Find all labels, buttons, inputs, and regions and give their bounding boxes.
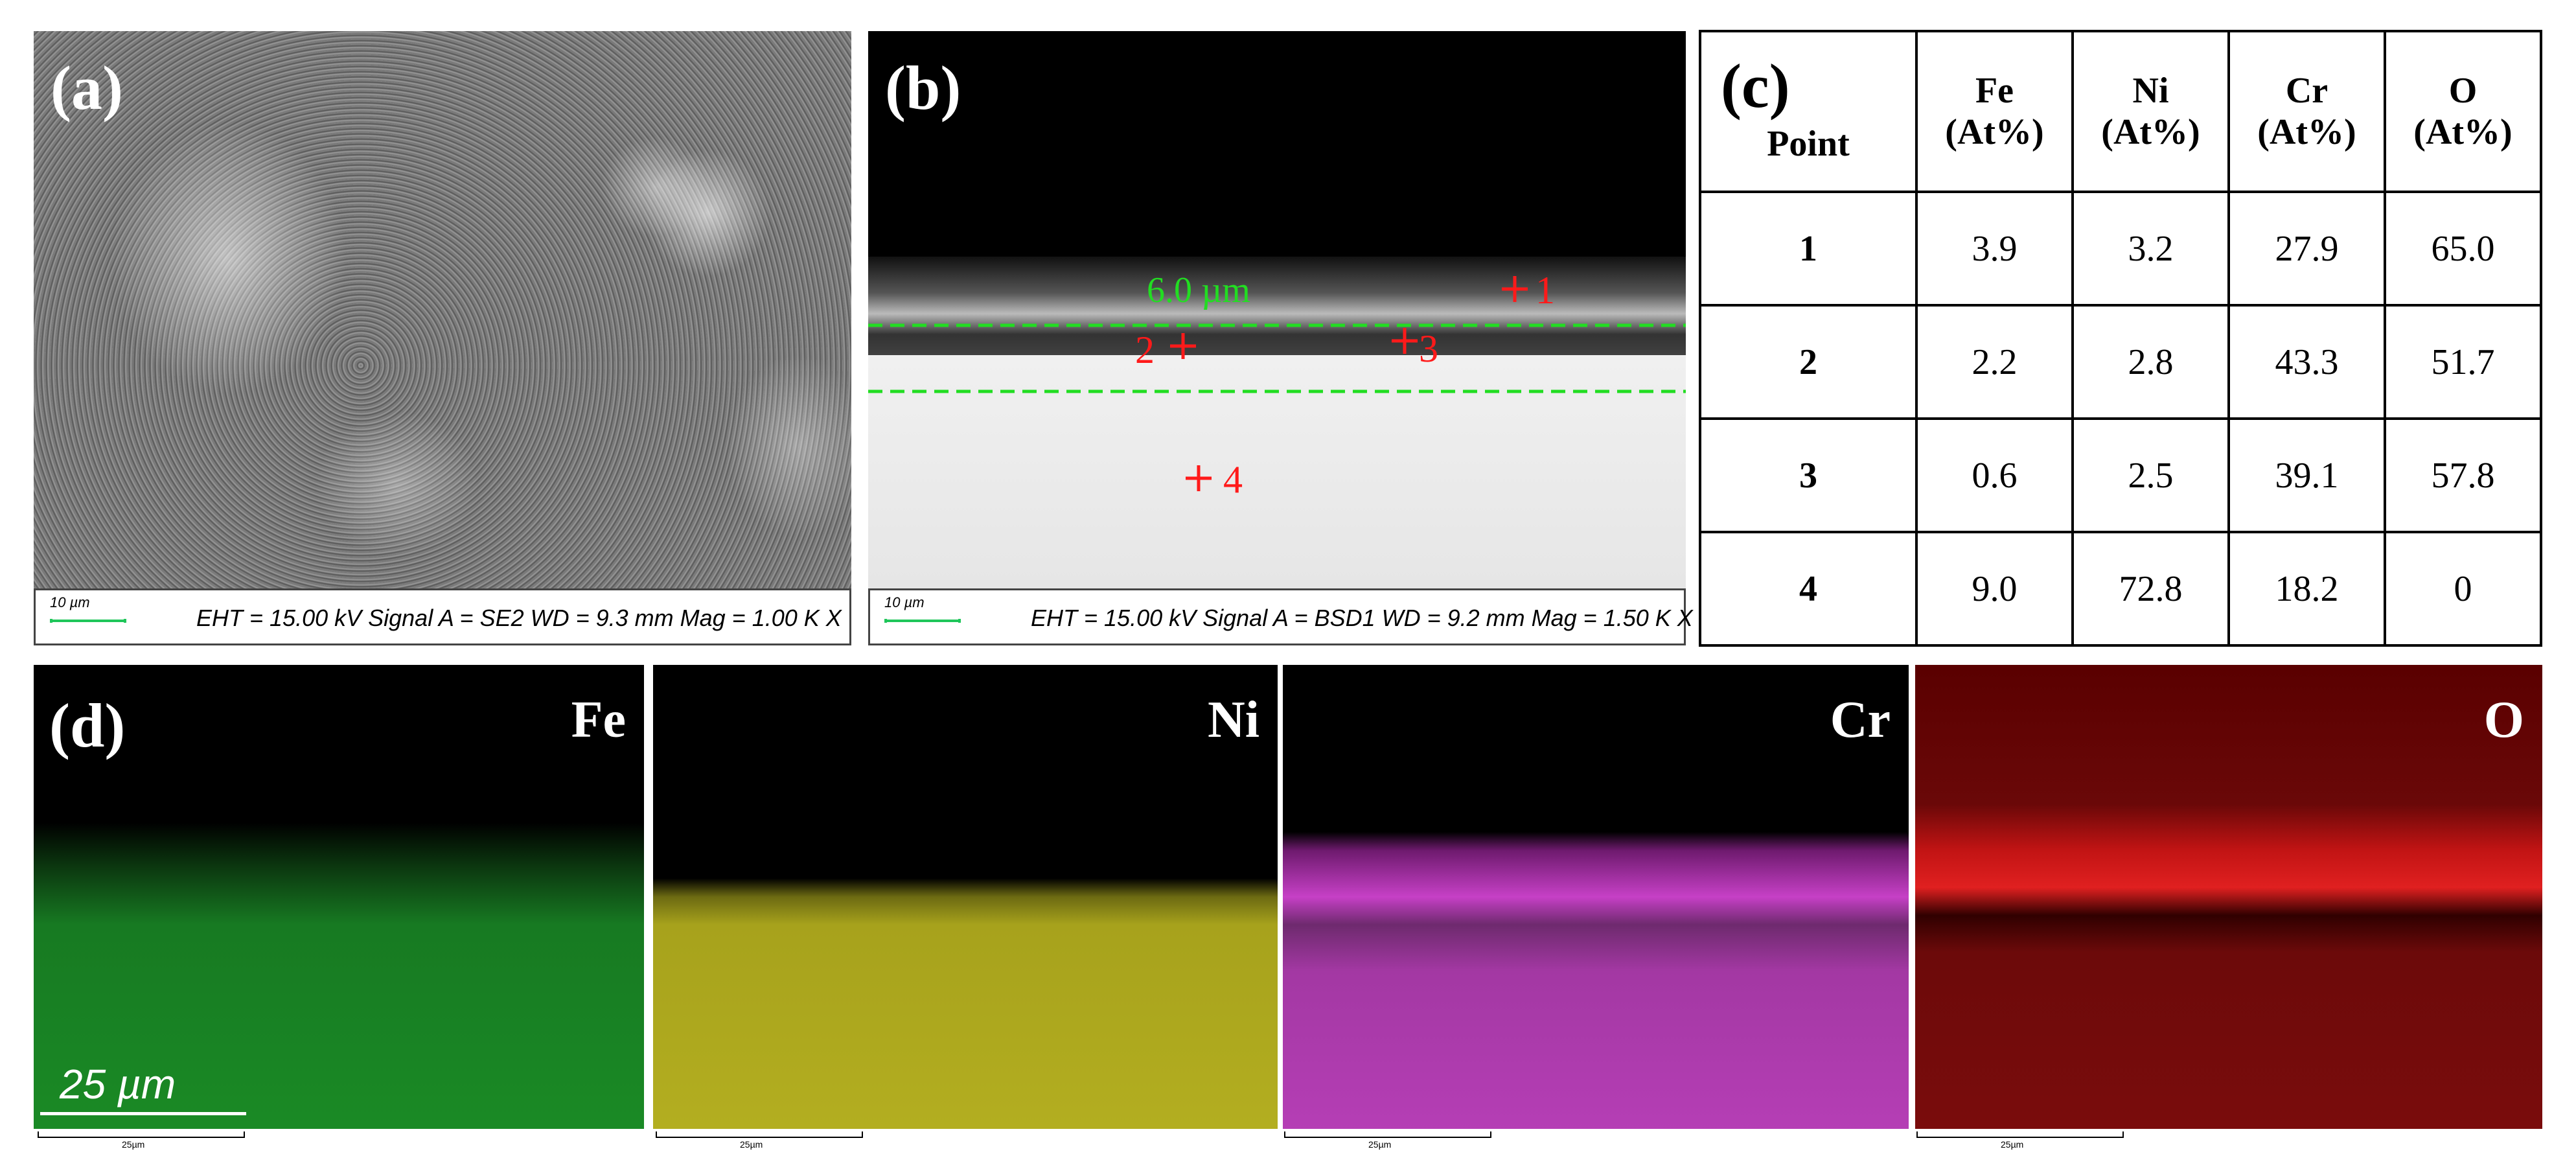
row-point: 2 bbox=[1699, 304, 1918, 420]
map-element-label: O bbox=[2483, 691, 2524, 748]
row-point: 4 bbox=[1699, 531, 1918, 647]
cell-value: 2.8 bbox=[2071, 304, 2230, 420]
point-label-2: 2 bbox=[1135, 329, 1155, 371]
composition-table: (c) Point Fe (At%) Ni (At%) Cr (At%) O (At%)… bbox=[1699, 30, 2542, 647]
cell-value: 27.9 bbox=[2227, 191, 2386, 307]
cell-value: 2.2 bbox=[1915, 304, 2074, 420]
point-label-3: 3 bbox=[1419, 327, 1438, 370]
eds-map-ni: Ni bbox=[653, 665, 1278, 1129]
table-row: 3 0.6 2.5 39.1 57.8 bbox=[1699, 417, 2542, 533]
table-row: 4 9.0 72.8 18.2 0 bbox=[1699, 531, 2542, 647]
header-fe: Fe (At%) bbox=[1915, 30, 2074, 193]
cell-value: 57.8 bbox=[2384, 417, 2542, 533]
cell-value: 3.9 bbox=[1915, 191, 2074, 307]
table-row: 1 3.9 3.2 27.9 65.0 bbox=[1699, 191, 2542, 307]
point-header-cell: (c) Point bbox=[1699, 30, 1918, 193]
sem-cross-section-image: 6.0 µm 1 2 3 4 (b) bbox=[868, 31, 1686, 588]
sem-info-bar-b: 10 µm EHT = 15.00 kV Signal A = BSD1 WD … bbox=[868, 588, 1693, 645]
cell-value: 72.8 bbox=[2071, 531, 2230, 647]
cell-value: 18.2 bbox=[2227, 531, 2386, 647]
cell-value: 43.3 bbox=[2227, 304, 2386, 420]
scale-bar-a bbox=[50, 619, 126, 623]
panel-label-d: (d) bbox=[49, 691, 126, 760]
oxide-layer bbox=[868, 257, 1686, 360]
table-row: 2 2.2 2.8 43.3 51.7 bbox=[1699, 304, 2542, 420]
map-element-label: Ni bbox=[1208, 691, 1259, 748]
cell-value: 2.5 bbox=[2071, 417, 2230, 533]
table-header-row: (c) Point Fe (At%) Ni (At%) Cr (At%) O (At%) bbox=[1699, 30, 2542, 193]
cell-value: 0 bbox=[2384, 531, 2542, 647]
cell-value: 9.0 bbox=[1915, 531, 2074, 647]
point-marker-2: 2 bbox=[1135, 329, 1196, 371]
eds-map-fe: (d) Fe 25 µm bbox=[34, 665, 644, 1129]
scale-bar-label-a: 10 µm bbox=[50, 594, 90, 610]
cell-value: 0.6 bbox=[1915, 417, 2074, 533]
panel-label-c: (c) bbox=[1721, 51, 1790, 121]
map-scale-bar bbox=[40, 1112, 246, 1115]
cell-value: 51.7 bbox=[2384, 304, 2542, 420]
scale-bar-label-b: 10 µm bbox=[884, 594, 925, 610]
panel-label-a: (a) bbox=[51, 53, 123, 122]
point-marker-1: 1 bbox=[1502, 269, 1555, 312]
eds-map-o: O bbox=[1915, 665, 2542, 1129]
scale-bar-b bbox=[884, 619, 961, 623]
header-cr: Cr (At%) bbox=[2227, 30, 2386, 193]
point-header: Point bbox=[1767, 124, 1850, 164]
point-label-1: 1 bbox=[1535, 269, 1555, 312]
cell-value: 3.2 bbox=[2071, 191, 2230, 307]
map-element-label: Fe bbox=[571, 691, 626, 748]
sem-info-bar-a: 10 µm EHT = 15.00 kV Signal A = SE2 WD =… bbox=[34, 588, 851, 645]
cell-value: 39.1 bbox=[2227, 417, 2386, 533]
point-marker-3: 3 bbox=[1392, 327, 1438, 370]
row-point: 3 bbox=[1699, 417, 1918, 533]
map-element-label: Cr bbox=[1830, 691, 1891, 748]
header-o: O (At%) bbox=[2384, 30, 2542, 193]
map-scale-label: 25 µm bbox=[60, 1061, 176, 1107]
header-ni: Ni (At%) bbox=[2071, 30, 2230, 193]
cell-value: 65.0 bbox=[2384, 191, 2542, 307]
thickness-label: 6.0 µm bbox=[1147, 270, 1250, 310]
sem-parameters-a: EHT = 15.00 kV Signal A = SE2 WD = 9.3 m… bbox=[196, 605, 842, 631]
substrate-region bbox=[868, 355, 1686, 588]
panel-label-b: (b) bbox=[885, 53, 961, 122]
point-marker-4: 4 bbox=[1186, 458, 1243, 501]
sem-surface-image: (a) bbox=[34, 31, 851, 588]
row-point: 1 bbox=[1699, 191, 1918, 307]
cross-section-annotations: 6.0 µm 1 2 3 4 bbox=[868, 269, 1686, 501]
sem-parameters-b: EHT = 15.00 kV Signal A = BSD1 WD = 9.2 … bbox=[1031, 605, 1693, 631]
eds-map-cr: Cr bbox=[1283, 665, 1909, 1129]
point-label-4: 4 bbox=[1223, 458, 1243, 501]
